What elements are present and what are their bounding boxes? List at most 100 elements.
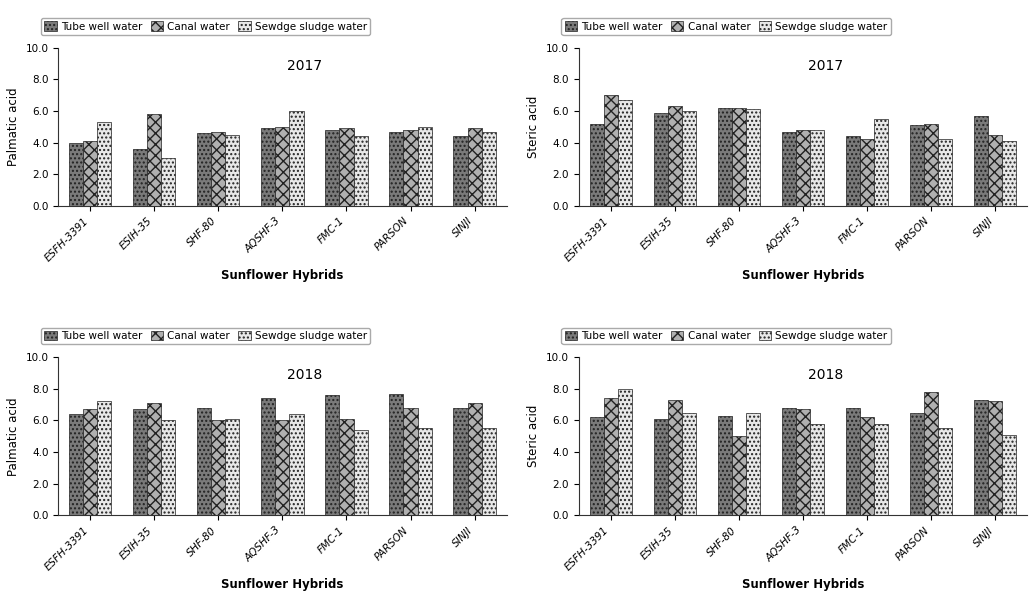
Bar bbox=[1002, 141, 1016, 206]
Bar bbox=[746, 413, 760, 515]
Bar bbox=[390, 132, 403, 206]
Bar bbox=[732, 437, 746, 515]
Legend: Tube well water, Canal water, Sewdge sludge water: Tube well water, Canal water, Sewdge slu… bbox=[561, 18, 890, 35]
Bar bbox=[924, 392, 938, 515]
Bar bbox=[133, 410, 147, 515]
Bar bbox=[467, 403, 482, 515]
Legend: Tube well water, Canal water, Sewdge sludge water: Tube well water, Canal water, Sewdge slu… bbox=[561, 328, 890, 344]
Bar bbox=[681, 413, 696, 515]
Bar bbox=[732, 108, 746, 206]
Bar bbox=[1002, 435, 1016, 515]
Y-axis label: Palmatic acid: Palmatic acid bbox=[7, 87, 20, 166]
Bar bbox=[69, 143, 83, 206]
X-axis label: Sunflower Hybrids: Sunflower Hybrids bbox=[221, 578, 343, 591]
Bar bbox=[974, 400, 987, 515]
Bar bbox=[418, 127, 431, 206]
X-axis label: Sunflower Hybrids: Sunflower Hybrids bbox=[741, 578, 864, 591]
Bar bbox=[197, 133, 211, 206]
Bar bbox=[604, 398, 617, 515]
Bar bbox=[454, 136, 467, 206]
Bar bbox=[938, 139, 952, 206]
Bar bbox=[589, 417, 604, 515]
Bar bbox=[910, 413, 924, 515]
Bar bbox=[653, 112, 668, 206]
Bar bbox=[225, 419, 240, 515]
Bar bbox=[860, 417, 874, 515]
Bar bbox=[403, 130, 418, 206]
Bar bbox=[653, 419, 668, 515]
Bar bbox=[290, 111, 304, 206]
Bar bbox=[275, 127, 290, 206]
X-axis label: Sunflower Hybrids: Sunflower Hybrids bbox=[221, 269, 343, 282]
Bar bbox=[718, 416, 732, 515]
Bar bbox=[681, 111, 696, 206]
Bar bbox=[69, 414, 83, 515]
Bar bbox=[290, 414, 304, 515]
Legend: Tube well water, Canal water, Sewdge sludge water: Tube well water, Canal water, Sewdge slu… bbox=[41, 328, 370, 344]
Y-axis label: Steric acid: Steric acid bbox=[527, 96, 541, 158]
Bar bbox=[262, 398, 275, 515]
Bar bbox=[604, 95, 617, 206]
Bar bbox=[275, 420, 290, 515]
X-axis label: Sunflower Hybrids: Sunflower Hybrids bbox=[741, 269, 864, 282]
Bar bbox=[161, 158, 176, 206]
Bar bbox=[810, 423, 824, 515]
Bar bbox=[718, 108, 732, 206]
Bar bbox=[987, 401, 1002, 515]
Bar bbox=[874, 423, 888, 515]
Bar bbox=[211, 132, 225, 206]
Y-axis label: Steric acid: Steric acid bbox=[527, 405, 541, 468]
Bar bbox=[910, 125, 924, 206]
Bar bbox=[846, 136, 860, 206]
Bar bbox=[974, 116, 987, 206]
Bar bbox=[746, 109, 760, 206]
Bar bbox=[97, 401, 112, 515]
Bar bbox=[83, 410, 97, 515]
Bar bbox=[147, 403, 161, 515]
Bar bbox=[860, 139, 874, 206]
Bar bbox=[796, 130, 810, 206]
Legend: Tube well water, Canal water, Sewdge sludge water: Tube well water, Canal water, Sewdge slu… bbox=[41, 18, 370, 35]
Bar bbox=[482, 132, 495, 206]
Bar bbox=[133, 149, 147, 206]
Bar bbox=[938, 428, 952, 515]
Bar bbox=[326, 130, 339, 206]
Text: 2018: 2018 bbox=[808, 368, 843, 382]
Bar bbox=[782, 132, 796, 206]
Bar bbox=[83, 141, 97, 206]
Bar bbox=[874, 119, 888, 206]
Bar bbox=[225, 135, 240, 206]
Bar bbox=[339, 129, 354, 206]
Bar bbox=[782, 408, 796, 515]
Bar bbox=[97, 122, 112, 206]
Bar bbox=[589, 124, 604, 206]
Bar bbox=[211, 420, 225, 515]
Bar bbox=[262, 129, 275, 206]
Bar bbox=[617, 100, 632, 206]
Bar bbox=[354, 136, 368, 206]
Bar bbox=[810, 130, 824, 206]
Text: 2018: 2018 bbox=[287, 368, 323, 382]
Bar bbox=[390, 393, 403, 515]
Bar bbox=[668, 106, 681, 206]
Bar bbox=[668, 400, 681, 515]
Bar bbox=[326, 395, 339, 515]
Bar bbox=[197, 408, 211, 515]
Bar bbox=[482, 428, 495, 515]
Bar bbox=[617, 389, 632, 515]
Bar bbox=[796, 410, 810, 515]
Bar bbox=[454, 408, 467, 515]
Text: 2017: 2017 bbox=[808, 59, 843, 73]
Bar bbox=[354, 430, 368, 515]
Bar bbox=[467, 129, 482, 206]
Bar bbox=[987, 135, 1002, 206]
Y-axis label: Palmatic acid: Palmatic acid bbox=[7, 397, 20, 475]
Bar bbox=[403, 408, 418, 515]
Text: 2017: 2017 bbox=[287, 59, 323, 73]
Bar bbox=[147, 114, 161, 206]
Bar bbox=[339, 419, 354, 515]
Bar bbox=[924, 124, 938, 206]
Bar bbox=[418, 428, 431, 515]
Bar bbox=[846, 408, 860, 515]
Bar bbox=[161, 420, 176, 515]
